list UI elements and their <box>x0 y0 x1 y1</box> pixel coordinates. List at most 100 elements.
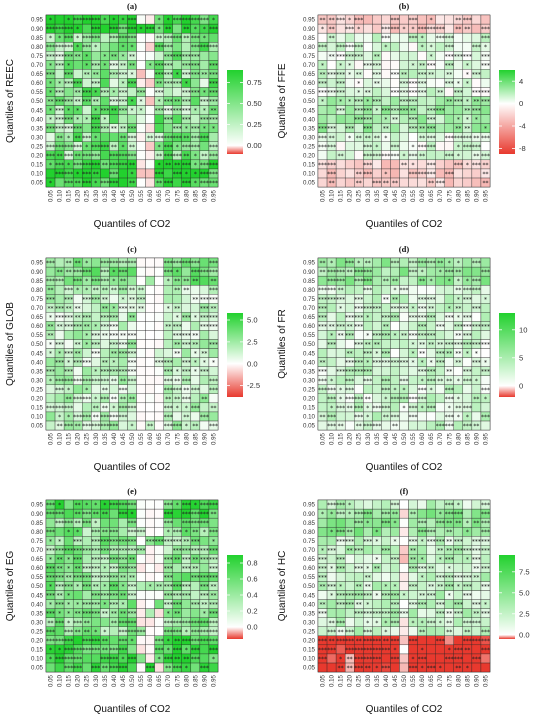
significance-marker: * <box>412 62 415 69</box>
significance-marker: *** <box>372 62 381 69</box>
heatmap-cell <box>363 23 373 34</box>
heatmap-cell <box>326 303 337 313</box>
significance-marker: * <box>176 369 179 376</box>
significance-marker: ** <box>129 180 135 187</box>
heatmap-cell <box>480 653 491 664</box>
x-tick-label: 0.55 <box>138 674 145 687</box>
heatmap-cell <box>462 41 473 52</box>
heatmap-cell <box>426 599 436 609</box>
significance-marker: ** <box>84 323 90 330</box>
heatmap-cell <box>390 375 400 385</box>
significance-marker: * <box>393 287 396 294</box>
heatmap-cell <box>399 348 409 358</box>
heatmap-cell <box>190 590 201 600</box>
significance-marker: ** <box>165 665 171 672</box>
y-tick-label: 0.50 <box>303 98 316 105</box>
significance-marker: * <box>466 162 469 169</box>
significance-marker: *** <box>191 602 200 609</box>
significance-marker: ** <box>338 332 344 339</box>
significance-marker: *** <box>128 126 137 133</box>
heatmap-cell <box>127 411 137 422</box>
significance-marker: *** <box>381 351 390 358</box>
significance-marker: *** <box>55 144 64 151</box>
heatmap-cell <box>426 499 436 510</box>
significance-marker: * <box>76 529 79 536</box>
y-tick-label: 0.05 <box>31 665 44 672</box>
significance-marker: *** <box>191 520 200 527</box>
heatmap-cell <box>354 536 364 546</box>
significance-marker: ** <box>455 287 461 294</box>
significance-marker: *** <box>418 144 427 151</box>
significance-marker: *** <box>164 269 173 276</box>
heatmap-cell <box>82 554 92 564</box>
significance-marker: * <box>185 665 188 672</box>
significance-marker: *** <box>327 647 336 654</box>
significance-marker: * <box>466 556 469 563</box>
y-tick-label: 0.65 <box>303 314 316 321</box>
significance-marker: ** <box>320 414 326 421</box>
significance-marker: *** <box>100 423 109 430</box>
heatmap-cell <box>372 294 382 304</box>
significance-marker: *** <box>354 414 363 421</box>
significance-marker: *** <box>200 414 209 421</box>
heatmap-cell <box>471 499 482 510</box>
significance-marker: ** <box>419 342 425 349</box>
significance-marker: *** <box>209 269 218 276</box>
significance-marker: * <box>94 369 97 376</box>
heatmap-cell <box>145 411 155 422</box>
significance-marker: *** <box>363 162 372 169</box>
panel-label: (e) <box>127 486 137 496</box>
significance-marker: ** <box>365 342 371 349</box>
significance-marker: * <box>448 593 451 600</box>
heatmap-cell <box>136 662 146 673</box>
heatmap-cell <box>453 32 464 43</box>
significance-marker: *** <box>200 547 209 554</box>
significance-marker: *** <box>46 547 55 554</box>
significance-marker: * <box>176 269 179 276</box>
heatmap-cell <box>344 563 355 573</box>
y-tick-label: 0.15 <box>303 162 316 169</box>
significance-marker: *** <box>128 351 137 358</box>
significance-marker: *** <box>454 611 463 618</box>
significance-marker: *** <box>82 153 91 160</box>
heatmap-cell <box>145 41 155 52</box>
heatmap-cell <box>399 321 409 331</box>
significance-marker: *** <box>409 405 418 412</box>
significance-marker: ** <box>320 269 326 276</box>
significance-marker: * <box>321 62 324 69</box>
significance-marker: ** <box>129 574 135 581</box>
heatmap-cell <box>444 105 454 115</box>
significance-marker: *** <box>436 538 445 545</box>
heatmap-cell <box>82 78 92 88</box>
x-tick-label: 0.50 <box>129 432 136 445</box>
significance-marker: * <box>412 342 415 349</box>
heatmap-cell <box>136 581 146 591</box>
significance-marker: * <box>457 117 460 124</box>
significance-marker: *** <box>64 117 73 124</box>
significance-marker: * <box>384 584 387 591</box>
significance-marker: *** <box>372 180 381 187</box>
x-tick-label: 0.90 <box>473 432 480 445</box>
heatmap-cell <box>372 581 382 591</box>
heatmap-cell <box>145 393 155 404</box>
significance-marker: * <box>375 529 378 536</box>
significance-marker: *** <box>64 80 73 87</box>
x-tick-label: 0.90 <box>201 189 208 202</box>
significance-marker: *** <box>318 369 327 376</box>
significance-marker: *** <box>472 602 481 609</box>
significance-marker: ** <box>464 647 470 654</box>
significance-marker: * <box>412 144 415 151</box>
heatmap-cell <box>326 599 337 609</box>
significance-marker: *** <box>100 396 109 403</box>
significance-marker: *** <box>182 396 191 403</box>
heatmap-cell <box>381 572 391 582</box>
significance-marker: *** <box>173 80 182 87</box>
heatmap-cell <box>145 114 155 124</box>
x-tick-label: 0.85 <box>192 432 199 445</box>
heatmap-cell <box>317 114 328 124</box>
significance-marker: * <box>457 414 460 421</box>
heatmap-cell <box>45 168 56 179</box>
significance-marker: *** <box>173 135 182 142</box>
x-tick-label: 0.05 <box>320 674 327 687</box>
y-tick-label: 0.75 <box>303 296 316 303</box>
